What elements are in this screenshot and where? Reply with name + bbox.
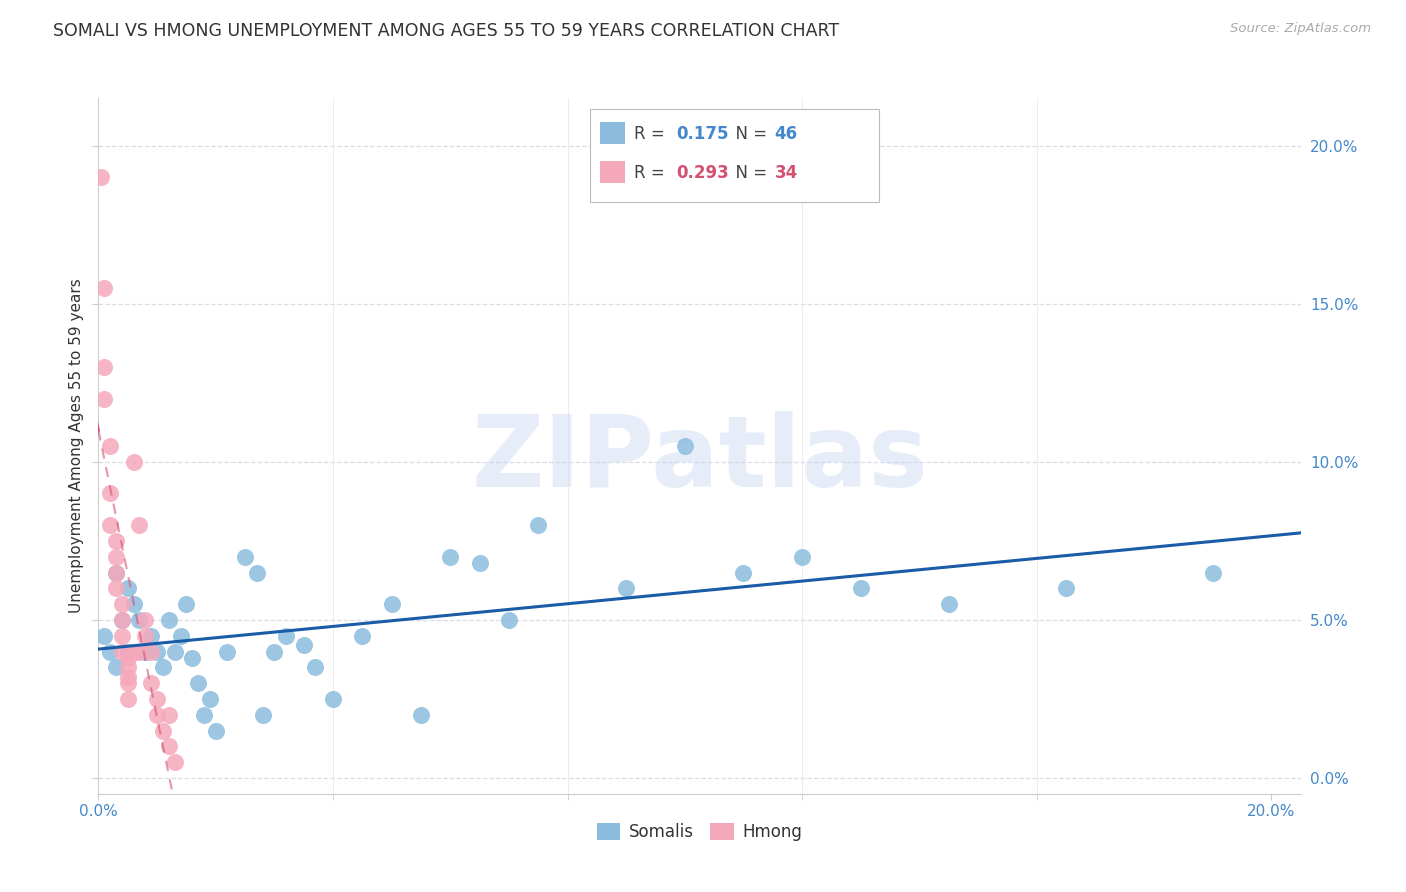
Point: [98, 518, 121, 533]
Point: [98, 486, 121, 500]
Point: [117, 670, 139, 684]
Point: [117, 660, 139, 674]
Point: [105, 566, 128, 580]
Point: [117, 644, 139, 658]
Point: [498, 613, 520, 627]
Text: R =: R =: [634, 164, 669, 182]
Text: 34: 34: [775, 164, 797, 182]
Point: [105, 582, 128, 596]
Point: [381, 597, 404, 611]
Point: [111, 629, 134, 643]
Point: [111, 597, 134, 611]
Point: [117, 651, 139, 665]
Point: [304, 660, 326, 674]
Point: [122, 455, 145, 469]
Point: [146, 707, 169, 722]
Point: [198, 692, 221, 706]
Text: Source: ZipAtlas.com: Source: ZipAtlas.com: [1230, 22, 1371, 36]
Point: [111, 644, 134, 658]
Point: [352, 629, 374, 643]
Point: [117, 692, 139, 706]
Text: SOMALI VS HMONG UNEMPLOYMENT AMONG AGES 55 TO 59 YEARS CORRELATION CHART: SOMALI VS HMONG UNEMPLOYMENT AMONG AGES …: [53, 22, 839, 40]
Point: [134, 613, 156, 627]
Point: [152, 660, 174, 674]
Point: [157, 613, 180, 627]
Point: [128, 613, 150, 627]
Text: 46: 46: [775, 125, 797, 143]
Point: [938, 597, 960, 611]
Point: [252, 707, 274, 722]
Point: [263, 644, 285, 658]
Point: [93, 629, 115, 643]
Point: [141, 629, 163, 643]
Point: [128, 518, 150, 533]
Point: [146, 692, 169, 706]
Point: [134, 629, 156, 643]
Point: [733, 566, 755, 580]
Point: [146, 644, 169, 658]
Point: [614, 582, 637, 596]
Point: [105, 566, 128, 580]
Point: [439, 549, 461, 564]
Point: [157, 707, 180, 722]
Point: [122, 597, 145, 611]
Point: [157, 739, 180, 754]
Point: [1201, 566, 1223, 580]
Point: [93, 281, 115, 295]
Point: [193, 707, 215, 722]
Bar: [600, 122, 626, 145]
Point: [134, 644, 156, 658]
Point: [322, 692, 344, 706]
Point: [93, 392, 115, 406]
Point: [468, 556, 491, 570]
Point: [105, 533, 128, 548]
Point: [246, 566, 269, 580]
Point: [1054, 582, 1077, 596]
Text: R =: R =: [634, 125, 669, 143]
Point: [122, 644, 145, 658]
Point: [128, 644, 150, 658]
Text: 0.175: 0.175: [676, 125, 728, 143]
Point: [849, 582, 872, 596]
Point: [163, 756, 186, 770]
Point: [187, 676, 209, 690]
Point: [98, 644, 121, 658]
Text: N =: N =: [725, 164, 773, 182]
Point: [117, 676, 139, 690]
Point: [176, 597, 198, 611]
Text: N =: N =: [725, 125, 773, 143]
Text: ZIPatlas: ZIPatlas: [471, 411, 928, 508]
Bar: [600, 161, 626, 184]
Point: [673, 439, 696, 453]
Point: [117, 582, 139, 596]
Point: [105, 660, 128, 674]
Point: [141, 676, 163, 690]
Point: [111, 613, 134, 627]
Point: [98, 439, 121, 453]
Point: [111, 613, 134, 627]
Point: [292, 638, 315, 652]
Point: [204, 723, 226, 738]
Legend: Somalis, Hmong: Somalis, Hmong: [591, 817, 808, 848]
Point: [409, 707, 432, 722]
Point: [527, 518, 550, 533]
Point: [90, 170, 112, 185]
Point: [93, 359, 115, 374]
Point: [274, 629, 297, 643]
Point: [181, 651, 204, 665]
Point: [233, 549, 256, 564]
Point: [163, 644, 186, 658]
Point: [152, 723, 174, 738]
Y-axis label: Unemployment Among Ages 55 to 59 years: Unemployment Among Ages 55 to 59 years: [69, 278, 84, 614]
Point: [141, 644, 163, 658]
Text: 0.293: 0.293: [676, 164, 728, 182]
Point: [169, 629, 191, 643]
Point: [790, 549, 813, 564]
Point: [105, 549, 128, 564]
Point: [217, 644, 239, 658]
